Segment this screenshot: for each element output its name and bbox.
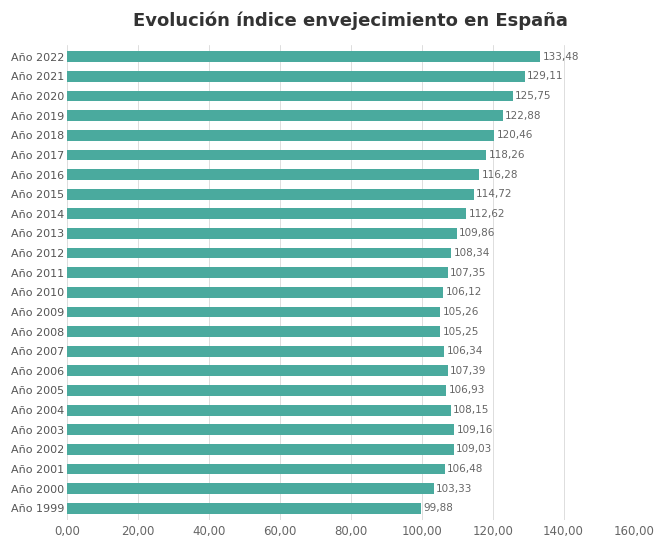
Text: 99,88: 99,88 bbox=[424, 503, 454, 513]
Bar bbox=[67, 503, 422, 514]
Text: 109,16: 109,16 bbox=[456, 425, 493, 435]
Bar bbox=[67, 228, 457, 239]
Text: 118,26: 118,26 bbox=[489, 150, 525, 160]
Bar bbox=[67, 483, 434, 494]
Text: 106,34: 106,34 bbox=[446, 346, 483, 356]
Bar bbox=[67, 71, 525, 82]
Text: 109,86: 109,86 bbox=[459, 228, 496, 238]
Text: 112,62: 112,62 bbox=[469, 209, 505, 219]
Bar bbox=[67, 149, 486, 160]
Bar bbox=[67, 405, 451, 416]
Bar bbox=[67, 444, 454, 455]
Bar bbox=[67, 169, 480, 180]
Bar bbox=[67, 189, 474, 200]
Bar bbox=[67, 326, 440, 337]
Text: 107,35: 107,35 bbox=[450, 268, 486, 278]
Text: 109,03: 109,03 bbox=[456, 444, 492, 455]
Bar bbox=[67, 52, 540, 62]
Bar bbox=[67, 385, 446, 396]
Text: 105,25: 105,25 bbox=[442, 327, 479, 337]
Text: 106,93: 106,93 bbox=[448, 385, 485, 395]
Bar bbox=[67, 130, 494, 141]
Text: 108,15: 108,15 bbox=[453, 405, 489, 415]
Bar bbox=[67, 366, 448, 376]
Bar bbox=[67, 424, 454, 435]
Text: 103,33: 103,33 bbox=[436, 484, 472, 494]
Title: Evolución índice envejecimiento en España: Evolución índice envejecimiento en Españ… bbox=[133, 11, 568, 30]
Text: 105,26: 105,26 bbox=[442, 307, 479, 317]
Bar bbox=[67, 267, 448, 278]
Bar bbox=[67, 463, 445, 474]
Text: 133,48: 133,48 bbox=[543, 52, 579, 62]
Text: 106,12: 106,12 bbox=[446, 287, 482, 298]
Bar bbox=[67, 91, 513, 102]
Text: 120,46: 120,46 bbox=[496, 130, 533, 141]
Text: 125,75: 125,75 bbox=[515, 91, 551, 101]
Bar bbox=[67, 346, 444, 357]
Bar bbox=[67, 110, 503, 121]
Text: 129,11: 129,11 bbox=[527, 71, 563, 81]
Text: 116,28: 116,28 bbox=[482, 170, 518, 180]
Bar bbox=[67, 287, 444, 298]
Text: 107,39: 107,39 bbox=[450, 366, 486, 376]
Text: 108,34: 108,34 bbox=[454, 248, 490, 258]
Bar bbox=[67, 209, 466, 219]
Text: 114,72: 114,72 bbox=[476, 189, 513, 199]
Text: 122,88: 122,88 bbox=[505, 111, 541, 121]
Bar bbox=[67, 306, 440, 317]
Bar bbox=[67, 248, 452, 259]
Text: 106,48: 106,48 bbox=[447, 464, 484, 474]
